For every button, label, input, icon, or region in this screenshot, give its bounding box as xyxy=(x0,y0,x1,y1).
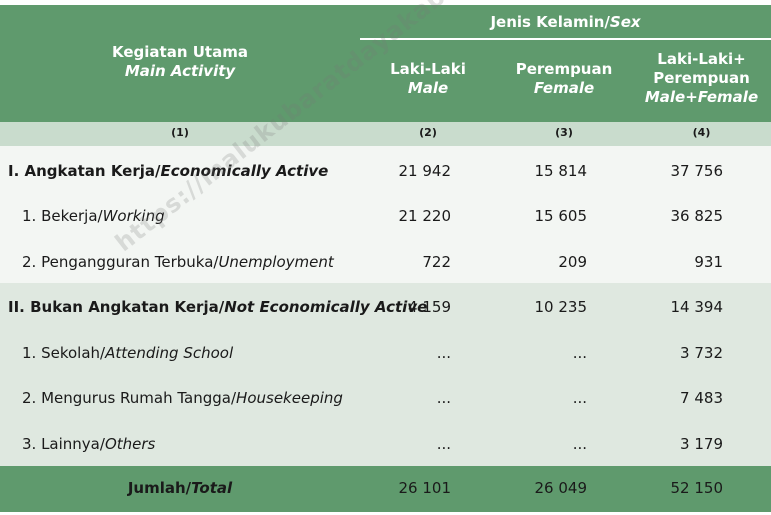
column-number-2: (2) xyxy=(419,126,437,139)
header-activity-id: Kegiatan Utama xyxy=(112,43,248,61)
section-not-economically-active xyxy=(0,283,771,466)
header-male-en: Male xyxy=(407,79,449,97)
total-value: 36 825 xyxy=(670,207,724,225)
male-value: 21 942 xyxy=(398,162,452,180)
row-label-id: 3. Lainnya/ xyxy=(22,435,105,453)
row-label: I. Angkatan Kerja/Economically Active xyxy=(8,162,328,180)
row-label-en: Not Economically Active xyxy=(224,298,428,316)
total-value: 931 xyxy=(694,253,723,271)
table-header: Kegiatan Utama Main Activity Jenis Kelam… xyxy=(0,5,771,122)
female-value: 209 xyxy=(558,253,587,271)
female-value: ... xyxy=(572,344,587,362)
total-value: 14 394 xyxy=(670,298,724,316)
row-label: 2. Mengurus Rumah Tangga/Housekeeping xyxy=(22,389,343,407)
row-label-id: 1. Bekerja/ xyxy=(22,207,103,225)
female-value: ... xyxy=(572,435,587,453)
header-both-id-1: Laki-Laki+ xyxy=(657,50,746,68)
total-row: Jumlah/Total 26 101 26 049 52 150 xyxy=(0,466,771,512)
male-value: ... xyxy=(436,435,451,453)
row-label-en: Working xyxy=(102,207,165,225)
total-both-value: 52 150 xyxy=(670,479,724,497)
table-row: 1. Bekerja/Working 21 220 15 605 36 825 xyxy=(0,204,771,228)
table-row: I. Angkatan Kerja/Economically Active 21… xyxy=(0,159,771,183)
table-row: II. Bukan Angkatan Kerja/Not Economicall… xyxy=(0,295,771,319)
header-male: Laki-Laki Male xyxy=(360,60,496,98)
header-female-id: Perempuan xyxy=(515,60,613,78)
table-row: 1. Sekolah/Attending School ... ... 3 73… xyxy=(0,341,771,365)
row-label-id: 2. Mengurus Rumah Tangga/ xyxy=(22,389,237,407)
table-row: 2. Pengangguran Terbuka/Unemployment 722… xyxy=(0,250,771,274)
table-row: 3. Lainnya/Others ... ... 3 179 xyxy=(0,432,771,456)
header-both: Laki-Laki+ Perempuan Male+Female xyxy=(632,50,771,107)
row-label: II. Bukan Angkatan Kerja/Not Economicall… xyxy=(8,298,427,316)
table-row: 2. Mengurus Rumah Tangga/Housekeeping ..… xyxy=(0,386,771,410)
female-value: 15 605 xyxy=(534,207,588,225)
column-number-row: (1) (2) (3) (4) xyxy=(0,122,771,146)
male-value: ... xyxy=(436,344,451,362)
header-both-id-2: Perempuan xyxy=(653,69,750,87)
total-label: Jumlah/Total xyxy=(0,479,360,497)
row-label-id: II. Bukan Angkatan Kerja/ xyxy=(8,298,225,316)
header-female: Perempuan Female xyxy=(496,60,632,98)
male-value: ... xyxy=(436,389,451,407)
header-male-id: Laki-Laki xyxy=(390,60,466,78)
total-value: 3 179 xyxy=(680,435,723,453)
header-both-en: Male+Female xyxy=(644,88,759,106)
row-label-en: Others xyxy=(104,435,156,453)
header-sex-id: Jenis Kelamin/ xyxy=(490,13,610,31)
total-male-value: 26 101 xyxy=(398,479,452,497)
header-sex: Jenis Kelamin/Sex xyxy=(360,13,771,32)
male-value: 4 159 xyxy=(408,298,451,316)
female-value: 10 235 xyxy=(534,298,588,316)
row-label-en: Attending School xyxy=(105,344,234,362)
female-value: ... xyxy=(572,389,587,407)
header-main-activity: Kegiatan Utama Main Activity xyxy=(0,43,360,81)
column-number-4: (4) xyxy=(692,126,711,139)
row-label-en: Housekeeping xyxy=(236,389,343,407)
row-label-id: 2. Pengangguran Terbuka/ xyxy=(22,253,219,271)
total-label-id: Jumlah/ xyxy=(127,479,192,497)
column-number-1: (1) xyxy=(171,126,189,139)
row-label: 2. Pengangguran Terbuka/Unemployment xyxy=(22,253,334,271)
header-divider xyxy=(360,38,771,40)
header-activity-en: Main Activity xyxy=(124,62,236,80)
row-label-en: Economically Active xyxy=(160,162,329,180)
row-label-en: Unemployment xyxy=(218,253,334,271)
male-value: 21 220 xyxy=(398,207,452,225)
total-value: 7 483 xyxy=(680,389,723,407)
male-value: 722 xyxy=(422,253,451,271)
section-economically-active xyxy=(0,146,771,283)
total-label-en: Total xyxy=(191,479,233,497)
total-female-value: 26 049 xyxy=(534,479,588,497)
row-label: 3. Lainnya/Others xyxy=(22,435,155,453)
total-value: 37 756 xyxy=(670,162,724,180)
header-sex-en: Sex xyxy=(609,13,641,31)
row-label: 1. Sekolah/Attending School xyxy=(22,344,233,362)
column-number-3: (3) xyxy=(555,126,573,139)
female-value: 15 814 xyxy=(534,162,588,180)
header-female-en: Female xyxy=(533,79,595,97)
row-label: 1. Bekerja/Working xyxy=(22,207,165,225)
row-label-id: I. Angkatan Kerja/ xyxy=(8,162,161,180)
row-label-id: 1. Sekolah/ xyxy=(22,344,106,362)
total-value: 3 732 xyxy=(680,344,723,362)
